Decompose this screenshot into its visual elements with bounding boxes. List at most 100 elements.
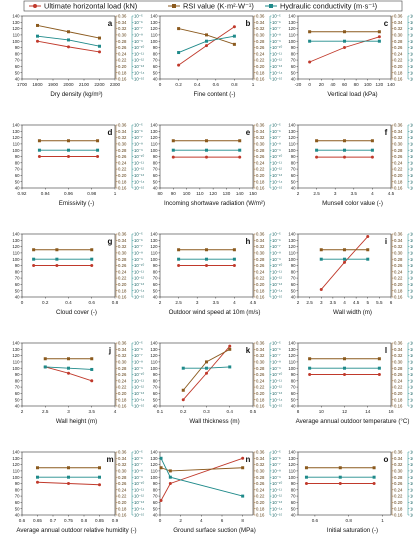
panel-letter: i (385, 237, 387, 246)
panel-letter: d (108, 128, 113, 137)
rsi-tick-label: 0.30 (394, 142, 403, 147)
hydraulic-tick-label: 10⁻¹⁵ (272, 404, 282, 409)
left-tick-label: 120 (12, 244, 20, 249)
hydraulic-tick-label: 10⁻¹⁵ (272, 186, 282, 191)
left-tick-label: 80 (15, 269, 20, 274)
left-tick-label: 130 (12, 347, 20, 352)
data-point (67, 139, 70, 143)
rsi-tick-label: 0.36 (394, 232, 403, 237)
x-tick-label: 2100 (79, 82, 90, 87)
hydraulic-tick-label: 10⁻¹⁰ (272, 372, 282, 377)
hydraulic-tick-label: 10⁻⁷ (410, 135, 413, 140)
hydraulic-tick-label: 10⁻¹¹ (410, 51, 413, 56)
data-point (232, 42, 236, 46)
data-point (98, 483, 101, 487)
rsi-tick-label: 0.28 (394, 475, 403, 480)
rsi-tick-label: 0.24 (118, 160, 127, 165)
rsi-tick-label: 0.18 (256, 70, 265, 75)
left-tick-label: 130 (12, 456, 20, 461)
panel-c: 4050607080901001101201301400.160.180.200… (288, 14, 413, 98)
left-tick-label: 40 (291, 295, 296, 300)
data-point (232, 257, 236, 261)
left-tick-label: 90 (15, 263, 20, 268)
data-point (90, 257, 94, 261)
x-axis-label: Wall thickness (m) (189, 418, 239, 425)
rsi-tick-label: 0.30 (394, 33, 403, 38)
left-tick-label: 80 (153, 160, 158, 165)
left-tick-label: 130 (12, 20, 20, 25)
data-point (171, 148, 175, 152)
panel-letter: a (108, 19, 113, 28)
data-point (205, 371, 208, 375)
x-tick-label: 0.3 (203, 409, 210, 414)
x-axis-label: Average annual outdoor temperature (°C) (296, 418, 410, 425)
hydraulic-tick-label: 10⁻⁷ (410, 244, 413, 249)
left-tick-label: 140 (12, 341, 20, 346)
hydraulic-tick-label: 10⁻¹⁰ (272, 263, 282, 268)
data-point (315, 155, 319, 159)
hydraulic-tick-label: 10⁻⁷ (410, 353, 413, 358)
rsi-tick-label: 0.22 (118, 276, 127, 281)
data-point (177, 63, 181, 67)
x-tick-label: 8 (297, 409, 300, 414)
left-tick-label: 120 (12, 353, 20, 358)
x-tick-label: 0 (159, 82, 162, 87)
hydraulic-tick-label: 10⁻⁶ (134, 20, 143, 25)
hydraulic-tick-label: 10⁻¹⁰ (272, 45, 282, 50)
legend-item-hydraulic: Hydraulic conductivity (m·s⁻¹) (265, 2, 377, 11)
left-tick-label: 70 (153, 494, 158, 499)
hydraulic-tick-label: 10⁻⁸ (134, 469, 143, 474)
data-point (343, 248, 346, 252)
data-point (377, 35, 381, 39)
rsi-tick-label: 0.30 (256, 469, 265, 474)
hydraulic-tick-label: 10⁻⁸ (134, 360, 143, 365)
hydraulic-tick-label: 10⁻¹⁵ (410, 404, 413, 409)
hydraulic-tick-label: 10⁻¹⁴ (134, 506, 144, 511)
data-point (205, 155, 208, 159)
rsi-tick-label: 0.30 (118, 469, 127, 474)
hydraulic-tick-label: 10⁻⁵ (272, 123, 281, 128)
left-tick-label: 120 (288, 26, 296, 31)
hydraulic-tick-label: 10⁻¹⁰ (134, 263, 144, 268)
rsi-tick-label: 0.36 (118, 341, 127, 346)
left-tick-label: 140 (12, 450, 20, 455)
rsi-tick-label: 0.28 (256, 475, 265, 480)
x-axis-label: Wall width (m) (333, 309, 372, 316)
hydraulic-tick-label: 10⁻¹² (134, 167, 144, 172)
left-tick-label: 140 (150, 341, 158, 346)
left-tick-label: 100 (288, 39, 296, 44)
plot-frame (159, 451, 254, 516)
rsi-tick-label: 0.36 (394, 341, 403, 346)
data-point (304, 482, 308, 485)
hydraulic-tick-label: 10⁻⁸ (272, 33, 281, 38)
rsi-tick-label: 0.30 (394, 469, 403, 474)
rsi-tick-label: 0.22 (394, 58, 403, 63)
rsi-tick-label: 0.18 (118, 70, 127, 75)
hydraulic-tick-label: 10⁻⁸ (410, 469, 413, 474)
left-tick-label: 100 (12, 366, 20, 371)
left-tick-label: 90 (15, 372, 20, 377)
x-tick-label: 3 (196, 300, 199, 305)
hydraulic-tick-label: 10⁻⁹ (134, 366, 143, 371)
hydraulic-tick-label: 10⁻⁸ (134, 251, 143, 256)
hydraulic-tick-label: 10⁻¹² (410, 276, 413, 281)
left-tick-label: 100 (150, 366, 158, 371)
hydraulic-tick-label: 10⁻¹⁰ (134, 154, 144, 159)
left-tick-label: 60 (291, 500, 296, 505)
rsi-tick-label: 0.20 (256, 282, 265, 287)
rsi-tick-label: 0.34 (118, 347, 127, 352)
hydraulic-tick-label: 10⁻⁹ (272, 39, 281, 44)
hydraulic-tick-label: 10⁻⁶ (410, 456, 413, 461)
left-tick-label: 140 (12, 232, 20, 237)
left-tick-label: 100 (150, 257, 158, 262)
data-point (90, 379, 94, 383)
data-point (205, 248, 208, 252)
left-tick-label: 90 (153, 154, 158, 159)
data-point (366, 235, 370, 239)
rsi-tick-label: 0.36 (394, 450, 403, 455)
data-point (241, 466, 245, 470)
rsi-tick-label: 0.34 (256, 20, 265, 25)
hydraulic-tick-label: 10⁻¹³ (134, 173, 144, 178)
left-tick-label: 100 (12, 257, 20, 262)
